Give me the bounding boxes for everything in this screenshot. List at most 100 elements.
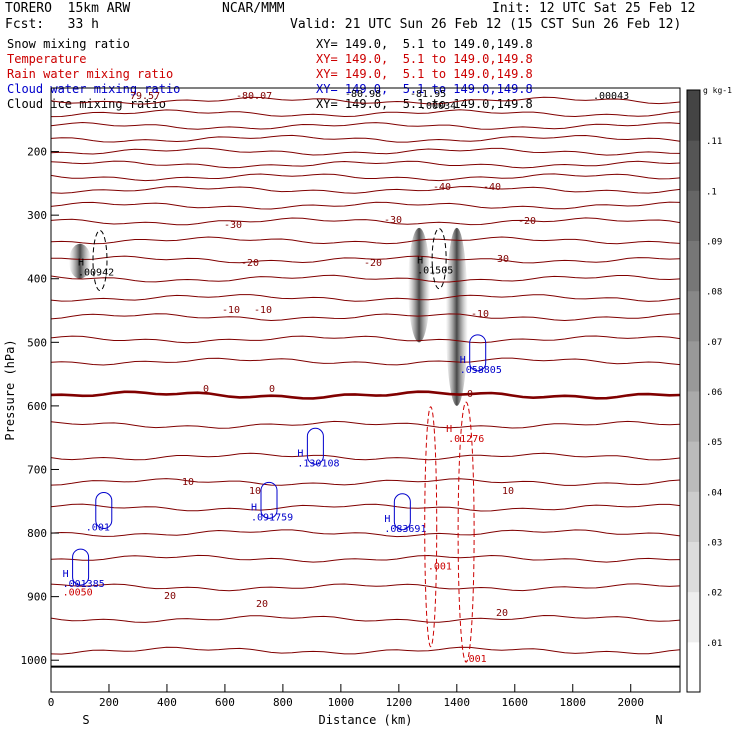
colorbar-tick-label: .1 (706, 187, 717, 197)
temperature-contour (50, 335, 681, 344)
temperature-contour-label: -30 (384, 215, 402, 226)
cloud-water-max-value: .083691 (384, 524, 426, 535)
y-tick-label: 900 (27, 591, 47, 604)
cloud-water-contour (306, 427, 324, 465)
x-tick-label: 200 (99, 696, 119, 709)
rain-max-value: .001 (428, 561, 452, 572)
y-tick-label: 300 (27, 209, 47, 222)
colorbar-tick-label: .06 (706, 388, 722, 398)
cloud-water-contour (72, 548, 90, 586)
y-tick-label: 500 (27, 336, 47, 349)
temperature-contour-label: -10 (222, 305, 240, 316)
colorbar-swatch (687, 240, 700, 292)
temperature-contour (50, 217, 681, 226)
model-title: TORERO 15km ARW (5, 1, 131, 16)
cloud-water-contour (393, 493, 411, 531)
field-xy-range: XY= 149.0, 5.1 to 149.0,149.8 (316, 67, 533, 81)
cloud-water-contour (469, 334, 487, 372)
colorbar-tick-label: .02 (706, 589, 722, 599)
temperature-contour-label: -20 (364, 258, 382, 269)
x-tick-label: 400 (157, 696, 177, 709)
temperature-contour-label: 0 (203, 384, 209, 395)
temperature-contour (50, 420, 681, 429)
colorbar-swatch (687, 641, 700, 693)
temperature-contour (50, 96, 681, 105)
cloud-water-max-value: .058805 (460, 365, 502, 376)
temperature-contour (50, 478, 681, 486)
rain-max-value: .01276 (448, 434, 484, 445)
colorbar-swatch (687, 90, 700, 141)
y-tick-label: 400 (27, 273, 47, 286)
temperature-contour-label: -40 (433, 182, 451, 193)
temperature-contour-label: 20 (496, 608, 508, 619)
colorbar-tick-label: .11 (706, 137, 722, 147)
rain-max-value: .001 (463, 654, 487, 665)
colorbar-unit: g kg-1 (703, 86, 732, 95)
temperature-contour-label: -20 (241, 258, 259, 269)
x-tick-label: 1000 (328, 696, 355, 709)
rain-contour (424, 406, 438, 648)
temperature-contour (50, 529, 681, 538)
x-tick-label: 2000 (617, 696, 644, 709)
y-tick-label: 1000 (21, 654, 48, 667)
endpoint-left-label: S (82, 713, 89, 727)
temperature-contour-label: 0 (467, 389, 473, 400)
temperature-contour (50, 173, 681, 182)
cloud-water-max-marker: H (251, 502, 257, 513)
ice-contour-label: -80.98 (345, 89, 381, 100)
ice-contour-label: -81.95 (410, 89, 446, 100)
temperature-contour (50, 583, 681, 592)
field-name: Temperature (7, 52, 87, 66)
rain-contour (457, 401, 475, 663)
colorbar-swatch (687, 591, 700, 643)
field-xy-range: XY= 149.0, 5.1 to 149.0,149.8 (316, 52, 533, 66)
colorbar-tick-label: .01 (706, 639, 722, 649)
colorbar-tick-label: .03 (706, 539, 722, 549)
colorbar-tick-label: .04 (706, 488, 722, 498)
snow-max-marker: H (78, 258, 84, 269)
x-tick-label: 0 (48, 696, 55, 709)
cloud-water-max-value: .001385 (63, 579, 105, 590)
temperature-contour (50, 121, 681, 130)
snow-shading (445, 227, 468, 406)
temperature-contour (50, 185, 681, 194)
field-name: Cloud water mixing ratio (7, 82, 181, 96)
colorbar-tick-label: .09 (706, 238, 722, 248)
temperature-contour (50, 357, 681, 366)
cloud-water-contour (95, 492, 113, 530)
rain-max-marker: H (446, 424, 452, 435)
valid-time: Valid: 21 UTC Sun 26 Feb 12 (15 CST Sun … (290, 17, 682, 32)
temperature-contour (50, 236, 681, 245)
temperature-contour (50, 614, 681, 623)
temperature-contour (50, 390, 681, 400)
snow-max-marker: H (417, 256, 423, 267)
temperature-contour (50, 201, 681, 210)
forecast-hour: Fcst: 33 h (5, 17, 99, 32)
ice-contour-label: .00034 (420, 101, 456, 112)
x-axis-label: Distance (km) (319, 713, 413, 727)
plot-frame (50, 87, 681, 693)
colorbar-tick-label: .08 (706, 288, 722, 298)
snow-max-value: .01505 (417, 266, 453, 277)
y-tick-label: 200 (27, 146, 47, 159)
ice-contour-label: 79.57 (130, 91, 160, 102)
temperature-contour-label: 10 (249, 486, 261, 497)
colorbar-swatch (687, 441, 700, 492)
ice-contour-label: .00043 (593, 91, 629, 102)
temperature-contour (50, 274, 681, 283)
init-time: Init: 12 UTC Sat 25 Feb 12 (492, 1, 696, 16)
colorbar-swatch (687, 340, 700, 392)
temperature-contour (50, 255, 681, 264)
temperature-contour-label: 20 (256, 599, 268, 610)
temperature-contour-label: 0 (269, 384, 275, 395)
y-tick-label: 700 (27, 463, 47, 476)
x-tick-label: 1600 (502, 696, 529, 709)
snow-contour (92, 230, 108, 292)
temperature-contour-label: -40 (483, 182, 501, 193)
x-tick-label: 600 (215, 696, 235, 709)
snow-shading (68, 243, 91, 279)
colorbar-swatch (687, 491, 700, 542)
x-tick-label: 1400 (444, 696, 471, 709)
temperature-contour (50, 109, 681, 118)
